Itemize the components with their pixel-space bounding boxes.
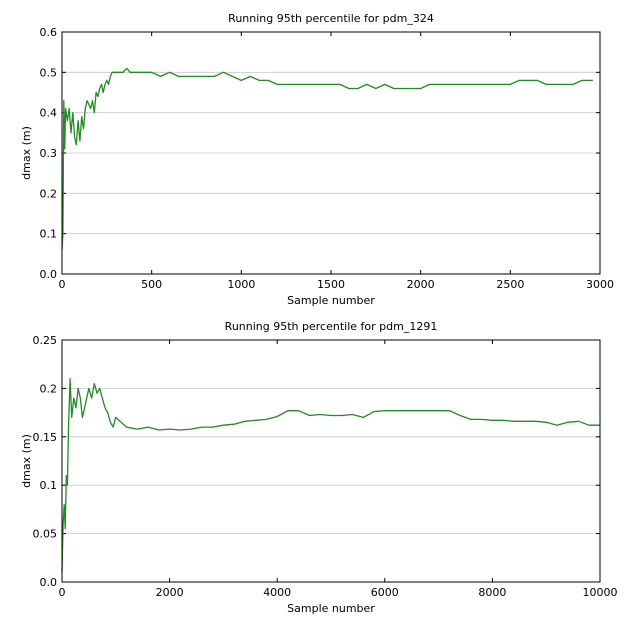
plot-frame — [61, 339, 601, 583]
x-tick-label: 1000 — [227, 278, 255, 291]
y-tick-label: 0.0 — [40, 576, 58, 589]
y-tick-label: 0.4 — [40, 107, 58, 120]
y-tick-label: 0.25 — [33, 334, 58, 347]
x-tick-label: 2000 — [407, 278, 435, 291]
series-line — [61, 67, 593, 250]
x-tick-label: 500 — [141, 278, 162, 291]
x-tick-label: 4000 — [263, 586, 291, 599]
y-tick-label: 0.5 — [40, 66, 58, 79]
x-tick-label: 6000 — [371, 586, 399, 599]
y-tick-label: 0.0 — [40, 268, 58, 281]
y-tick-label: 0.2 — [40, 187, 58, 200]
y-tick-label: 0.1 — [40, 228, 58, 241]
x-tick-label: 0 — [59, 278, 66, 291]
x-tick-label: 1500 — [317, 278, 345, 291]
x-tick-label: 10000 — [583, 586, 618, 599]
x-axis-label: Sample number — [287, 294, 375, 307]
chart-pdm-1291: 0.0 0.05 0.1 0.15 0.2 0.25 0 2000 4000 6000 8000 10… — [20, 320, 618, 615]
y-tick-label: 0.05 — [33, 528, 58, 541]
y-tick-label: 0.1 — [40, 479, 58, 492]
x-tick-label: 8000 — [478, 586, 506, 599]
x-tick-label: 3000 — [586, 278, 614, 291]
y-tick-label: 0.2 — [40, 382, 58, 395]
chart-pdm-324: 0.0 0.1 0.2 0.3 0.4 0.5 0.6 0 500 1000 1500 2000 250… — [20, 12, 614, 307]
y-tick-label: 0.6 — [40, 26, 58, 39]
y-axis-label: dmax (m) — [20, 126, 33, 180]
plot-frame — [61, 31, 601, 275]
y-axis-label: dmax (m) — [20, 434, 33, 488]
x-tick-label: 2000 — [156, 586, 184, 599]
y-tick-label: 0.15 — [33, 431, 58, 444]
series-line — [61, 378, 600, 573]
chart-title: Running 95th percentile for pdm_324 — [228, 12, 434, 25]
x-tick-label: 0 — [59, 586, 66, 599]
x-axis-label: Sample number — [287, 602, 375, 615]
y-tick-label: 0.3 — [40, 147, 58, 160]
chart-title: Running 95th percentile for pdm_1291 — [225, 320, 438, 333]
x-tick-label: 2500 — [496, 278, 524, 291]
